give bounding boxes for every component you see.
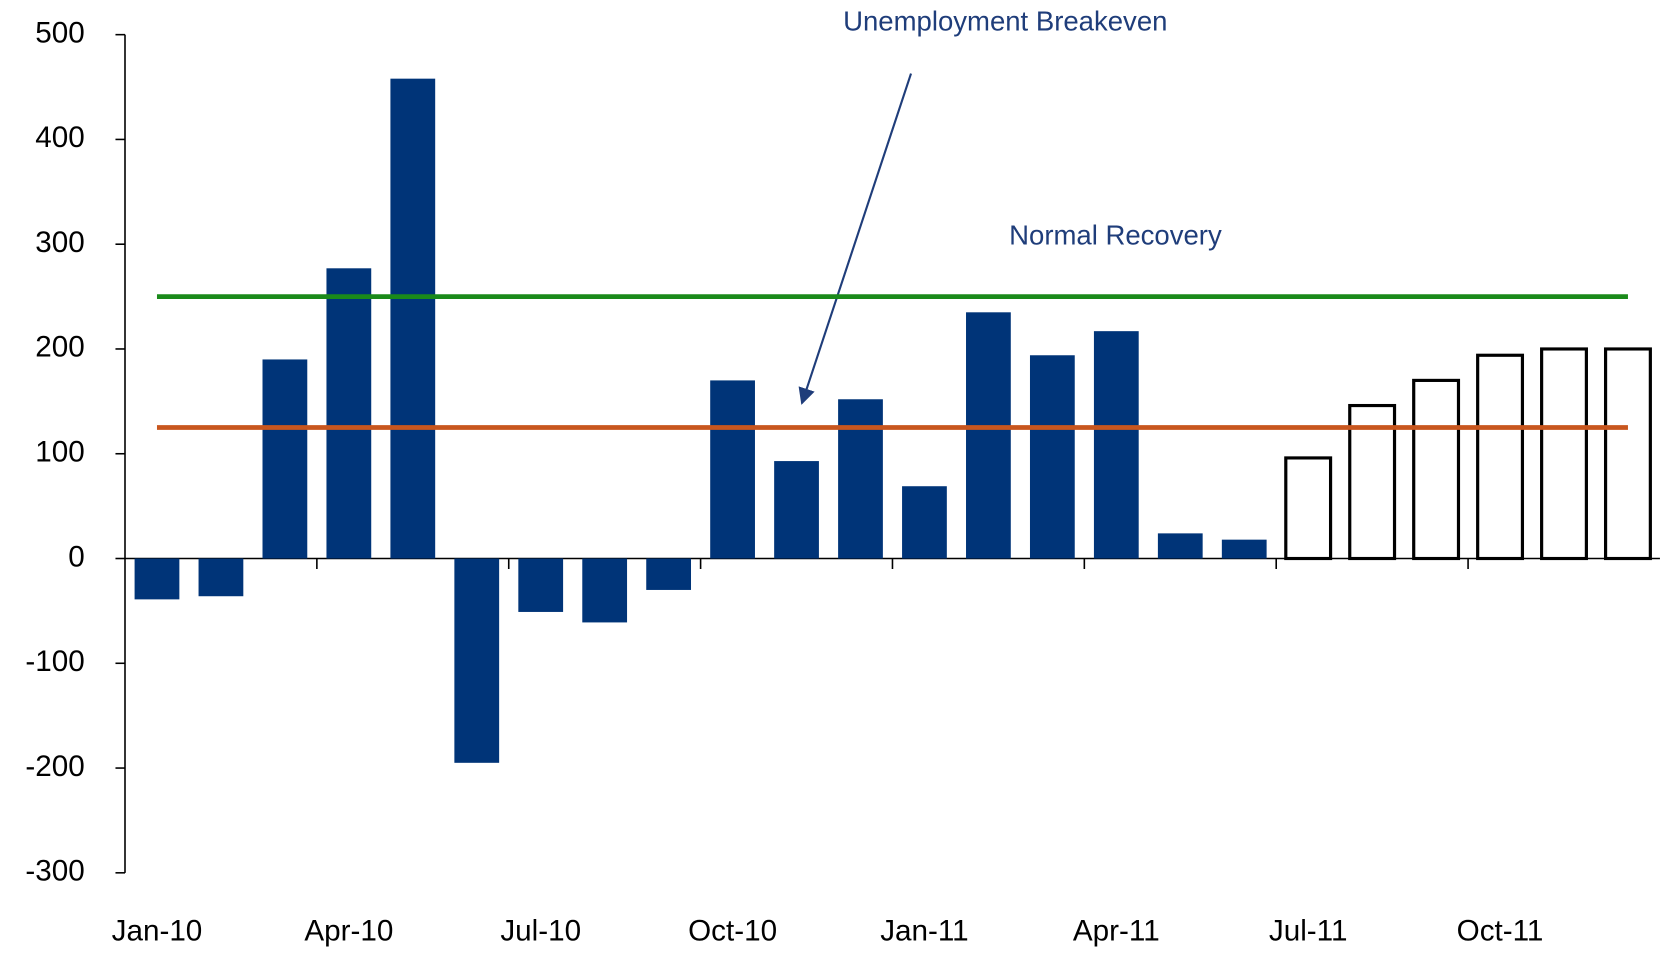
bar: [710, 380, 755, 559]
x-tick-label: Apr-10: [304, 915, 393, 948]
bar: [390, 78, 436, 559]
y-tick-label: 200: [35, 331, 84, 364]
bar: [198, 558, 244, 597]
annotation: Unemployment Breakeven: [843, 5, 1167, 36]
y-tick-label: 0: [68, 540, 84, 573]
bar: [838, 399, 883, 559]
bar: [1093, 331, 1139, 559]
y-tick-label: 300: [35, 226, 84, 259]
bar: [582, 558, 628, 623]
bar: [1284, 456, 1333, 561]
bar: [134, 558, 180, 600]
x-tick-label: Jul-10: [500, 915, 581, 948]
x-tick-label: Oct-10: [688, 915, 777, 948]
y-tick-label: 400: [35, 121, 84, 154]
x-tick-label: Jul-11: [1269, 915, 1348, 948]
y-tick-label: 100: [35, 436, 84, 469]
x-tick-label: Apr-11: [1073, 915, 1160, 948]
x-tick-label: Jan-10: [112, 915, 203, 948]
bar: [1221, 539, 1267, 559]
annotation-arrow: [798, 73, 913, 405]
bar: [1412, 378, 1461, 561]
bar: [774, 461, 819, 559]
bar: [1348, 403, 1397, 561]
bar: [326, 268, 372, 559]
y-tick-label: 500: [35, 17, 84, 50]
y-tick-label: -200: [25, 750, 84, 783]
bar: [1603, 347, 1652, 561]
bar: [902, 486, 947, 559]
bar: [454, 558, 500, 763]
bar: [966, 312, 1011, 559]
bar: [1157, 533, 1203, 559]
y-tick-label: -300: [25, 855, 84, 888]
x-tick-label: Jan-11: [880, 915, 968, 948]
bar: [1476, 353, 1525, 561]
bar: [518, 558, 564, 612]
y-tick-label: -100: [25, 645, 84, 678]
x-tick-label: Oct-11: [1457, 915, 1544, 948]
annotation: Normal Recovery: [1009, 220, 1222, 251]
bar: [262, 359, 308, 559]
bar: [1540, 347, 1588, 561]
bar: [1029, 355, 1075, 559]
bar: [646, 558, 692, 590]
